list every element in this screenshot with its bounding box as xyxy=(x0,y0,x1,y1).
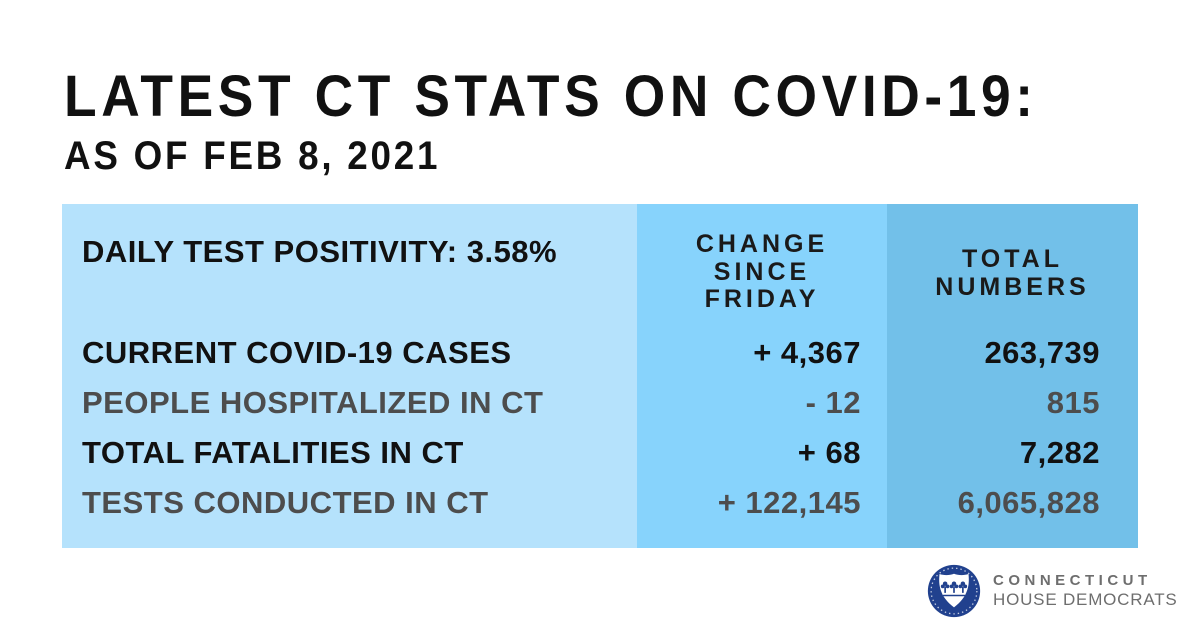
row-change-value: + 4,367 xyxy=(637,328,887,378)
row-total-value: 815 xyxy=(887,378,1138,428)
logo-org-name: CONNECTICUT xyxy=(993,572,1152,589)
total-header-line: NUMBERS xyxy=(935,272,1090,301)
change-header-line: SINCE xyxy=(713,257,811,286)
change-header-line: CHANGE xyxy=(695,230,829,258)
row-change-value: + 122,145 xyxy=(637,478,887,528)
page-title: LATEST CT STATS ON COVID-19: xyxy=(64,64,1038,129)
change-since-friday-header: CHANGE SINCE FRIDAY xyxy=(637,204,887,328)
logo-text: CONNECTICUT HOUSE DEMOCRATS xyxy=(993,572,1178,610)
footer-logo: CONNECTICUT HOUSE DEMOCRATS xyxy=(926,563,1178,619)
row-label: PEOPLE HOSPITALIZED IN CT xyxy=(62,378,637,428)
row-label: TOTAL FATALITIES IN CT xyxy=(62,428,637,478)
stats-table: DAILY TEST POSITIVITY: 3.58% CHANGE SINC… xyxy=(62,204,1138,548)
row-change-value: - 12 xyxy=(637,378,887,428)
row-total-value: 7,282 xyxy=(887,428,1138,478)
table-spacer xyxy=(62,528,637,548)
page-subtitle: AS OF FEB 8, 2021 xyxy=(64,134,441,178)
table-spacer xyxy=(887,528,1138,548)
total-numbers-header: TOTAL NUMBERS xyxy=(887,204,1138,328)
table-spacer xyxy=(637,528,887,548)
row-label: CURRENT COVID-19 CASES xyxy=(62,328,637,378)
row-label: TESTS CONDUCTED IN CT xyxy=(62,478,637,528)
row-change-value: + 68 xyxy=(637,428,887,478)
change-header-line: FRIDAY xyxy=(704,285,820,313)
total-header-line: TOTAL xyxy=(961,245,1063,273)
daily-positivity-header: DAILY TEST POSITIVITY: 3.58% xyxy=(62,204,637,328)
row-total-value: 6,065,828 xyxy=(887,478,1138,528)
logo-org-subname: HOUSE DEMOCRATS xyxy=(993,590,1178,609)
row-total-value: 263,739 xyxy=(887,328,1138,378)
connecticut-state-seal-icon xyxy=(927,564,981,618)
